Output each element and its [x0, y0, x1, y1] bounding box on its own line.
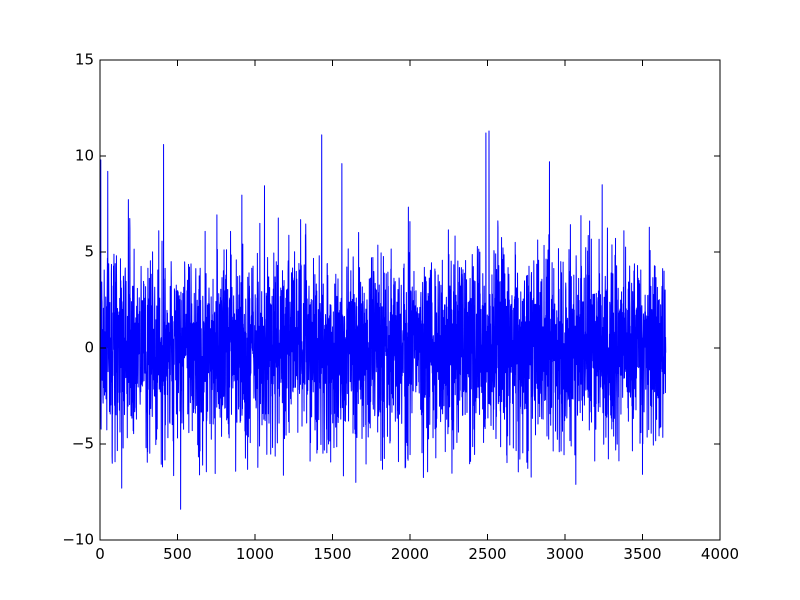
y-tick-label: −5 [72, 435, 94, 453]
plot-area [100, 130, 667, 510]
x-tick-label: 4000 [701, 545, 739, 563]
x-tick-label: 0 [95, 545, 105, 563]
x-tick-label: 1000 [236, 545, 274, 563]
y-tick-label: 5 [84, 243, 94, 261]
x-tick-label: 500 [163, 545, 192, 563]
y-tick-label: −10 [62, 531, 94, 549]
x-tick-label: 1500 [313, 545, 351, 563]
x-tick-label: 3500 [623, 545, 661, 563]
x-tick-label: 2000 [391, 545, 429, 563]
x-tick-label: 3000 [546, 545, 584, 563]
series-line [100, 130, 667, 510]
y-tick-label: 0 [84, 339, 94, 357]
axes: 0 500 1000 1500 2000 2500 3000 3500 4000 −10 −5 0 5 1… [62, 51, 739, 564]
y-tick-label: 15 [75, 51, 94, 69]
y-tick-label: 10 [75, 147, 94, 165]
x-tick-label: 2500 [468, 545, 506, 563]
